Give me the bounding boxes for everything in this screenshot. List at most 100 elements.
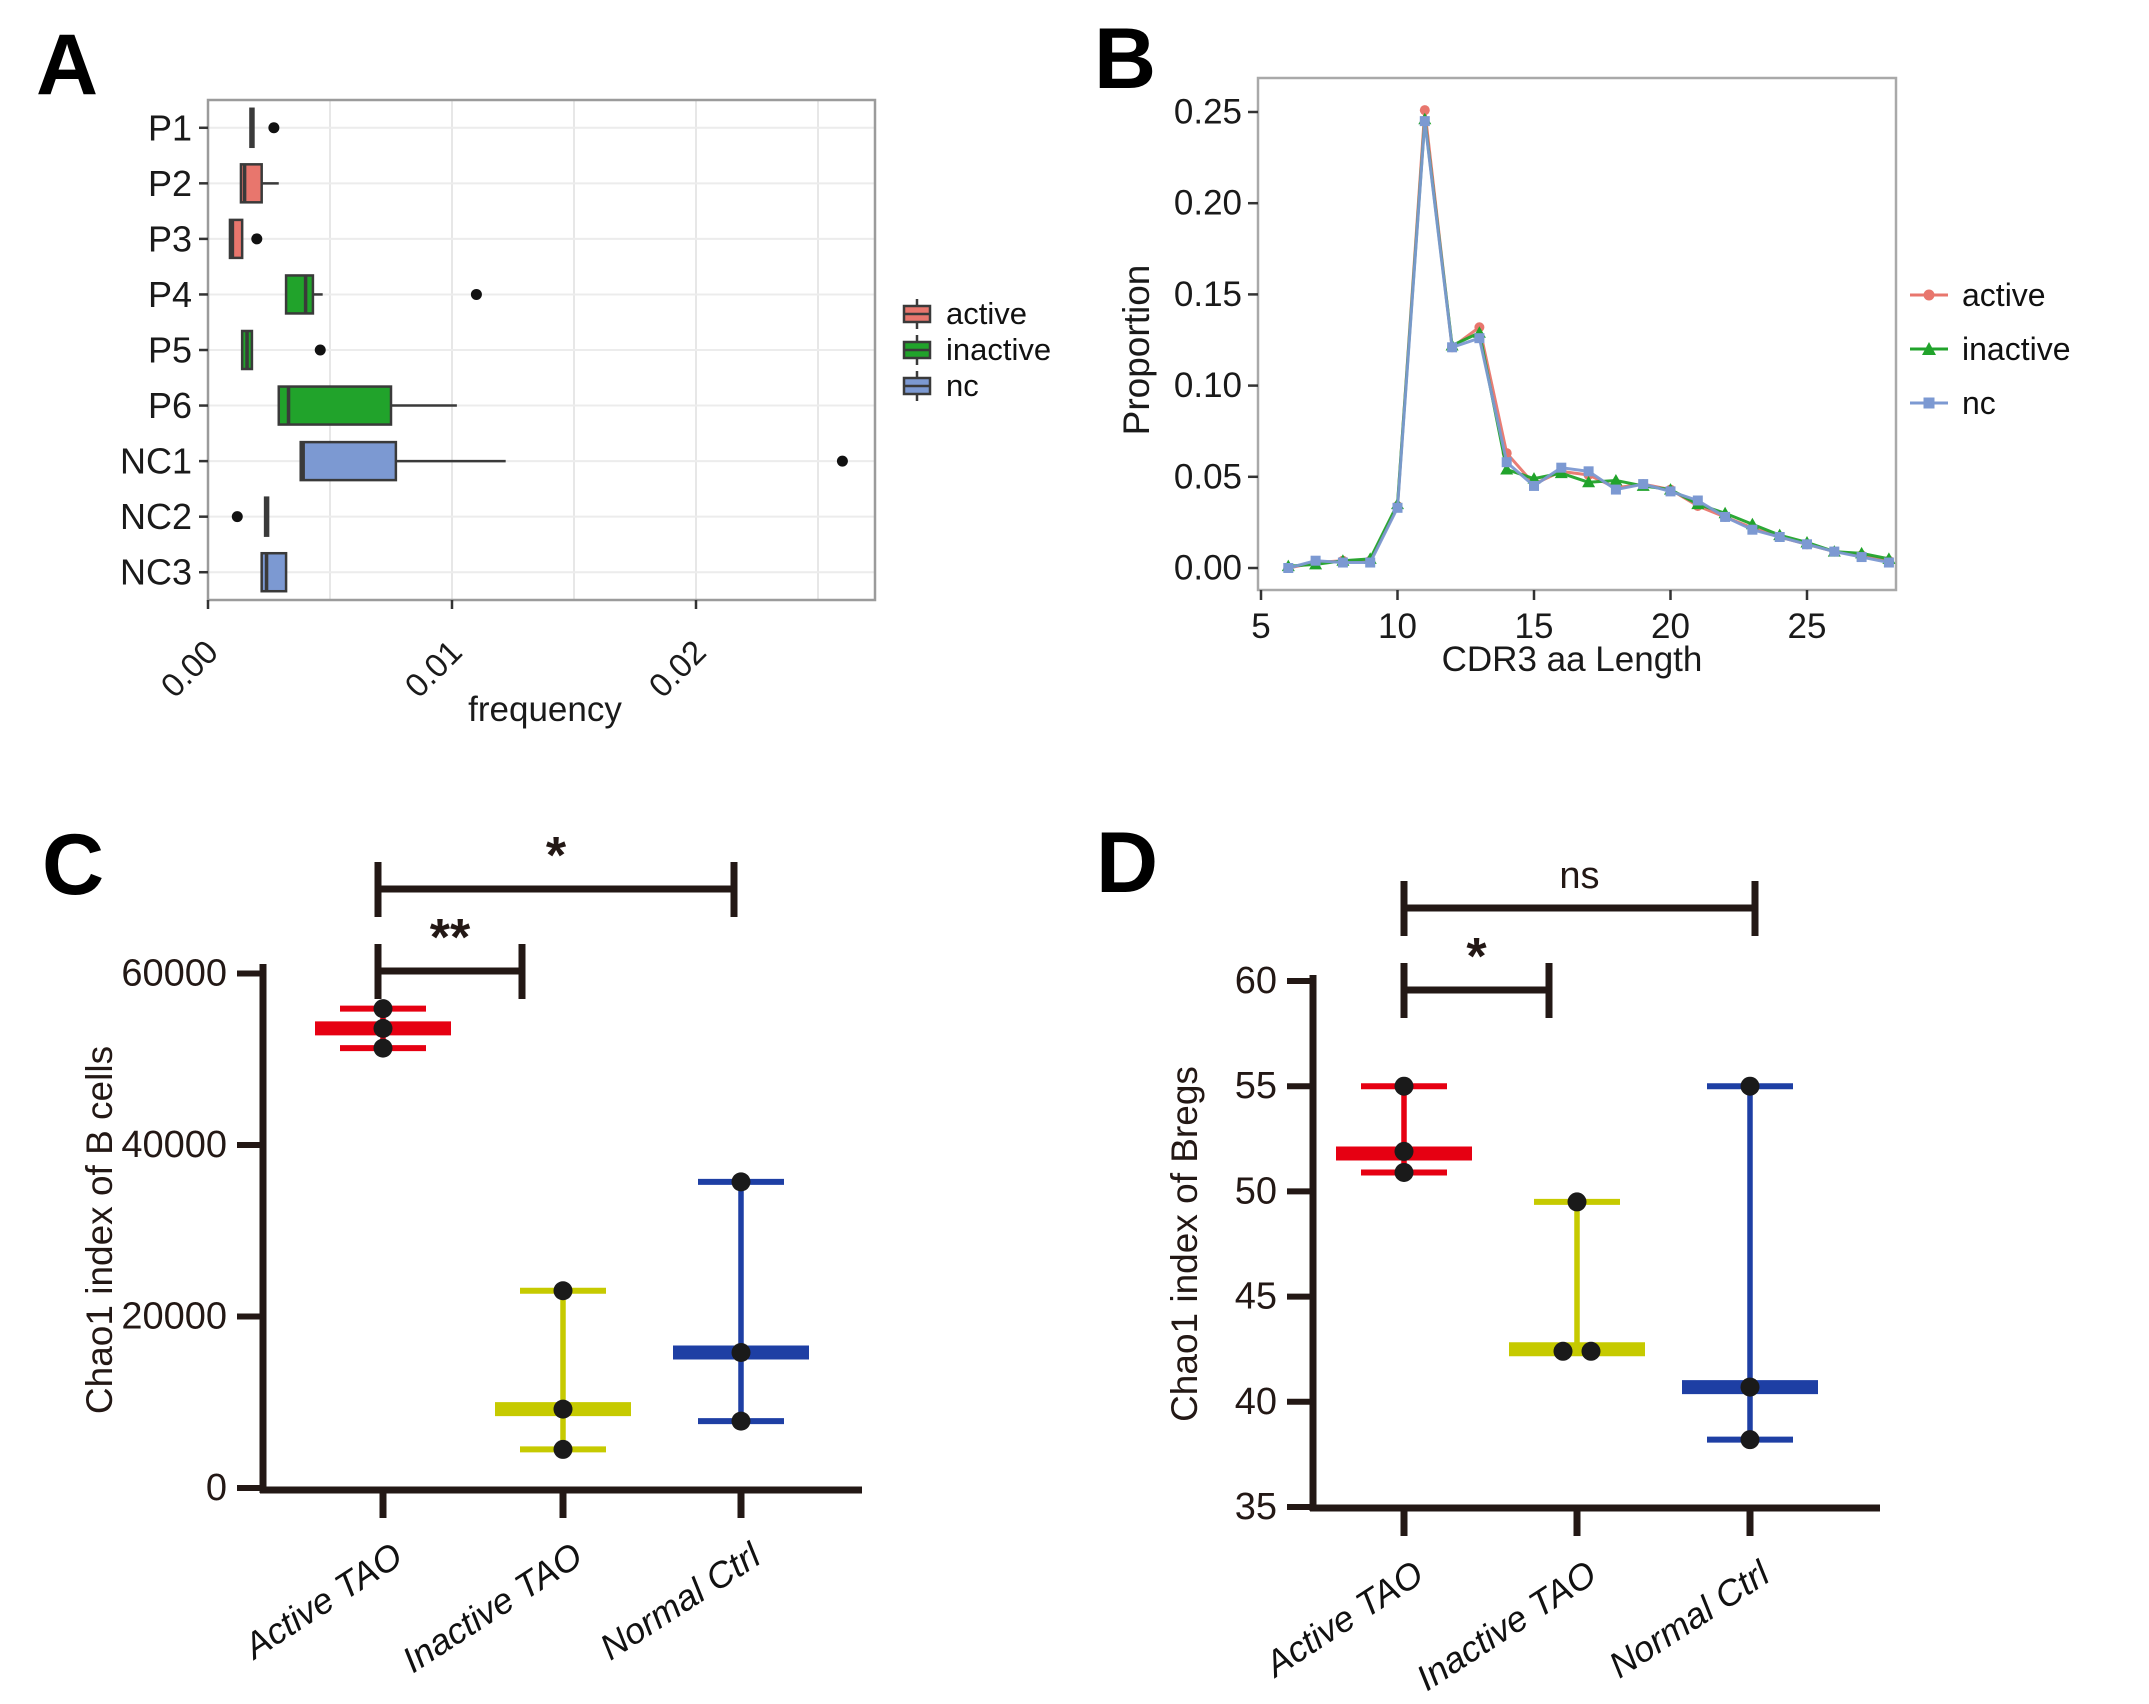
- data-point: [553, 1281, 573, 1301]
- panel-b-y-tick-label: 0.25: [1174, 93, 1242, 132]
- panel-c-letter: C: [42, 817, 105, 913]
- panel-b-x-tick-label: 10: [1378, 607, 1417, 646]
- panel-b-y-tick-label: 0.10: [1174, 366, 1242, 405]
- data-point: [1740, 1430, 1760, 1450]
- panel-b-y-axis-title: Proportion: [1116, 264, 1157, 436]
- outlier-point: [251, 233, 263, 245]
- significance-label: *: [546, 827, 567, 885]
- panel-b-y-tick-label: 0.05: [1174, 457, 1242, 496]
- marker-square: [1774, 531, 1785, 542]
- marker-square: [1583, 466, 1594, 477]
- series-line-inactive: [1288, 117, 1890, 568]
- panel-a-x-tick-label: 0.01: [397, 633, 469, 705]
- panel-b-legend: active inactive nc: [1908, 268, 2071, 430]
- marker-square: [1747, 524, 1758, 535]
- panel-b-plot: 5 10 15 20 25 0.00 0.05 0.10 0.15 0.20 0.25: [1174, 76, 1898, 646]
- marker-square: [1337, 557, 1348, 568]
- marker-square: [1829, 546, 1840, 557]
- significance-bracket: **: [374, 909, 526, 999]
- significance-label: **: [430, 909, 471, 967]
- group-inactive-tao: [495, 1281, 631, 1459]
- group-active-tao: [315, 999, 451, 1058]
- marker-triangle: [1609, 473, 1623, 486]
- outlier-point: [836, 455, 848, 467]
- category-label: Active TAO: [235, 1534, 409, 1667]
- legend-b-glyph-2: [1910, 397, 1948, 409]
- legend-item-label: active: [946, 296, 1027, 331]
- line-marker-glyph-icon: [1910, 342, 1948, 355]
- box-NC1: [299, 440, 398, 482]
- marker-square: [1556, 462, 1567, 473]
- panel-b-letter: B: [1094, 11, 1157, 107]
- series-line-nc: [1287, 119, 1890, 570]
- marker-square: [1529, 480, 1539, 491]
- y-tick-label: 35: [1235, 1486, 1277, 1528]
- panel-a-category-label: P3: [148, 218, 192, 259]
- panel-b-x-axis-title: CDR3 aa Length: [1441, 640, 1703, 679]
- data-point: [1394, 1076, 1414, 1096]
- series-nc: [1283, 116, 1894, 573]
- panel-c-y-axis-title: Chao1 index of B cells: [79, 1045, 120, 1415]
- legend-b-glyph-1: [1910, 342, 1948, 355]
- marker-triangle: [1527, 472, 1541, 484]
- category-label: Normal Ctrl: [592, 1534, 768, 1668]
- legend-item-active: active: [900, 296, 1051, 332]
- panel-a-category-label: NC1: [120, 441, 192, 482]
- marker-triangle: [1500, 463, 1514, 475]
- marker-square: [1365, 557, 1376, 568]
- legend-item-inactive: inactive: [900, 332, 1051, 368]
- legend-item-label: nc: [946, 368, 979, 403]
- group-normal-ctrl: [673, 1172, 809, 1431]
- panel-b-x-tick-label: 15: [1515, 607, 1554, 646]
- marker-square: [1283, 563, 1294, 573]
- marker-square: [1474, 333, 1485, 344]
- marker-square: [1392, 502, 1403, 513]
- y-tick-label: 40000: [121, 1124, 227, 1166]
- significance-bracket: *: [1400, 928, 1553, 1018]
- line-marker-glyph-icon: [1910, 397, 1948, 409]
- panel-a-category-label: P5: [148, 330, 192, 371]
- panel-a-legend: active inactive nc: [900, 296, 1051, 404]
- significance-label: ns: [1559, 855, 1599, 897]
- group-inactive-tao: [1509, 1192, 1645, 1361]
- significance-bracket: ns: [1400, 855, 1759, 936]
- marker-square: [1501, 457, 1512, 468]
- outlier-point: [314, 344, 326, 356]
- marker-triangle: [1582, 475, 1596, 488]
- legend-item-nc: nc: [1908, 376, 2071, 430]
- panel-b-y-tick-label: 0.15: [1174, 275, 1242, 314]
- data-point: [1394, 1141, 1414, 1161]
- y-tick-label: 60000: [121, 953, 227, 995]
- panel-b-x-tick-label: 20: [1651, 607, 1690, 646]
- panel-b-x-tick-label: 25: [1788, 607, 1827, 646]
- legend-item-label: nc: [1962, 384, 1996, 421]
- legend-a-glyph-2: [902, 371, 932, 401]
- boxplot-glyph-icon: [902, 371, 932, 401]
- marker-square: [1665, 486, 1676, 497]
- y-tick-label: 60: [1235, 960, 1277, 1002]
- outlier-point: [231, 511, 243, 523]
- legend-item-active: active: [1908, 268, 2071, 322]
- category-label: Normal Ctrl: [1601, 1552, 1777, 1686]
- box-P4: [284, 274, 315, 315]
- panel-a-category-label: NC2: [120, 496, 192, 537]
- data-point: [731, 1411, 751, 1431]
- legend-a-glyph-1: [902, 335, 932, 365]
- panel-a-plot: P1 P2 P3 P4 P5 P6 NC1 NC2 NC3 0.00 0.01 0.02: [120, 98, 877, 705]
- significance-bracket: *: [374, 827, 738, 917]
- panel-a-x-tick-label: 0.02: [641, 633, 713, 705]
- legend-item-inactive: inactive: [1908, 322, 2071, 376]
- significance-label: *: [1466, 928, 1487, 986]
- panel-a-letter: A: [36, 17, 99, 113]
- y-tick-label: 40: [1235, 1381, 1277, 1423]
- boxplot-glyph-icon: [902, 335, 932, 365]
- series-line-active: [1288, 108, 1890, 570]
- panel-d-letter: D: [1096, 815, 1159, 911]
- legend-item-nc: nc: [900, 368, 1051, 404]
- marker-square: [1610, 484, 1621, 495]
- data-point: [373, 999, 393, 1019]
- panel-a-x-axis-title: frequency: [468, 690, 622, 729]
- category-label: Inactive TAO: [1409, 1552, 1604, 1698]
